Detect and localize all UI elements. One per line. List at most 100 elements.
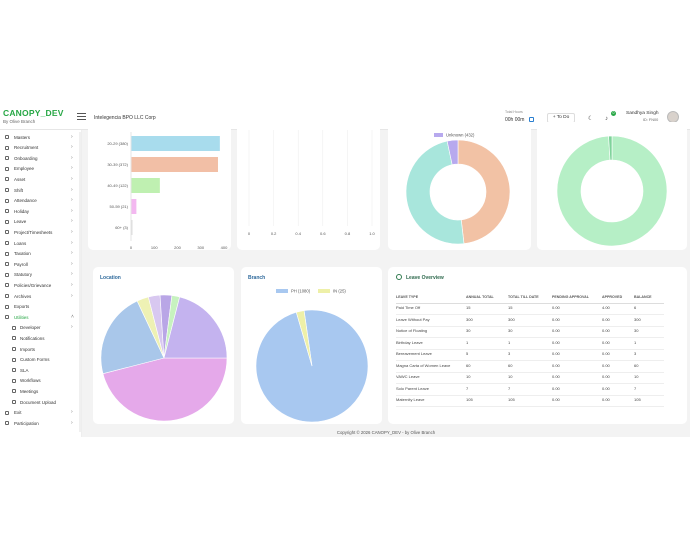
sidebar-item-archives[interactable]: Archives › <box>0 291 82 301</box>
sidebar-item-label: Custom Forms <box>20 357 50 363</box>
sidebar-item-loans[interactable]: Loans › <box>0 238 82 248</box>
upload-icon <box>12 400 16 404</box>
column-header[interactable]: BALANCE <box>634 292 664 304</box>
chevron-icon: › <box>71 218 73 225</box>
sidebar-item-shift[interactable]: Shift › <box>0 185 82 195</box>
branch-slice-1[interactable] <box>295 310 313 367</box>
sidebar: Masters › Recruitment › Onboarding › Employee ›… <box>0 130 82 437</box>
location-slice-6[interactable] <box>163 296 228 359</box>
leave-icon <box>396 274 402 280</box>
legend-label: Unknown (432) <box>446 133 475 138</box>
leave-table-header: LEAVE TYPE ANNUAL TOTAL TOTAL TILL DATE PEN… <box>396 292 664 304</box>
sidebar-item-leave[interactable]: Leave › <box>0 217 82 227</box>
sidebar-item-policies-grievance[interactable]: Policies/Grievance › <box>0 280 82 290</box>
column-header[interactable]: APPROVED <box>602 292 634 304</box>
calendar-icon[interactable] <box>529 117 534 122</box>
table-row: Maternity Leave 105 105 0.00 0.00 105 <box>396 395 664 407</box>
age-bar[interactable] <box>131 178 160 193</box>
gender-slice-1[interactable] <box>405 140 465 245</box>
sidebar-item-exit[interactable]: Exit › <box>0 408 82 418</box>
sidebar-item-label: Archives <box>14 293 32 299</box>
sidebar-item-custom-forms[interactable]: Custom Forms <box>0 355 82 365</box>
gender-slice-2[interactable] <box>446 139 459 165</box>
scale-icon <box>5 272 9 277</box>
chevron-icon: › <box>71 239 73 246</box>
x-tick-label: 100 <box>151 245 158 250</box>
sidebar-item-payroll[interactable]: Payroll › <box>0 259 82 269</box>
table-cell: Paid Time Off <box>396 303 466 315</box>
table-cell: 15 <box>508 303 552 315</box>
sidebar-item-holiday[interactable]: Holiday › <box>0 206 82 216</box>
sidebar-item-utilities[interactable]: Utilities ˄ <box>0 312 82 322</box>
chevron-icon: ˄ <box>71 313 74 320</box>
age-bar[interactable] <box>131 136 220 151</box>
sidebar-item-project-timesheets[interactable]: Project/Timesheets › <box>0 227 82 237</box>
table-cell: 10 <box>634 372 664 384</box>
leaf-icon <box>5 219 9 224</box>
sidebar-item-statutory[interactable]: Statutory › <box>0 270 82 280</box>
notification-badge: 0 <box>611 111 616 116</box>
age-bar[interactable] <box>131 220 133 235</box>
hourglass-icon <box>12 368 16 373</box>
gender-slice-0[interactable] <box>457 139 511 244</box>
chevron-icon: › <box>71 409 73 416</box>
sidebar-item-label: Developer <box>20 325 41 331</box>
age-bar[interactable] <box>131 157 218 172</box>
sidebar-item-meetings[interactable]: Meetings <box>0 386 82 396</box>
sidebar-item-attendance[interactable]: Attendance › <box>0 196 82 206</box>
sidebar-item-taxation[interactable]: Taxation › <box>0 249 82 259</box>
sidebar-item-developer[interactable]: Developer › <box>0 323 82 333</box>
sidebar-item-imports[interactable]: Imports <box>0 344 82 354</box>
table-row: Notice of Floating 30 30 0.00 0.00 30 <box>396 326 664 338</box>
column-header[interactable]: LEAVE TYPE <box>396 292 466 304</box>
sidebar-item-label: Loans <box>14 240 27 246</box>
location-slice-1[interactable] <box>100 300 165 375</box>
notification-bell-icon[interactable]: ♪ <box>605 116 608 122</box>
sidebar-item-document-upload[interactable]: Document Upload <box>0 397 82 407</box>
sidebar-item-participation[interactable]: Participation › <box>0 418 82 428</box>
theme-toggle-icon[interactable]: ☾ <box>588 116 594 122</box>
chevron-icon: › <box>71 250 73 257</box>
brand-logo[interactable]: CANOPY_DEV <box>3 108 64 118</box>
sidebar-item-asset[interactable]: Asset › <box>0 174 82 184</box>
sidebar-item-label: Participation <box>14 420 39 426</box>
sidebar-item-masters[interactable]: Masters › <box>0 132 82 142</box>
table-cell: 7 <box>466 383 508 396</box>
status-slice-1[interactable] <box>608 135 613 161</box>
brand-subtitle: By Olive Branch <box>3 119 36 124</box>
table-cell: 60 <box>466 360 508 373</box>
money-icon <box>5 241 9 245</box>
table-cell: 7 <box>634 383 664 396</box>
leave-table-body: Paid Time Off 15 15 0.00 4.00 6 Leave Without … <box>396 303 664 407</box>
column-header[interactable]: PENDING APPROVAL <box>552 292 602 304</box>
user-name[interactable]: Sandhya Singh <box>626 111 659 116</box>
table-cell: 0.00 <box>552 337 602 350</box>
status-slice-0[interactable] <box>556 135 668 247</box>
chevron-icon: › <box>71 260 73 267</box>
sidebar-item-label: Statutory <box>14 272 33 278</box>
sidebar-item-sla[interactable]: SLA <box>0 365 82 375</box>
empty-chart-card: 0 0.2 0.4 0.6 0.8 1.0 <box>237 122 380 250</box>
sidebar-item-exports[interactable]: Exports <box>0 302 82 312</box>
sidebar-scrollbar[interactable] <box>79 132 81 432</box>
sidebar-item-employee[interactable]: Employee › <box>0 164 82 174</box>
meeting-icon <box>12 389 16 394</box>
sidebar-item-label: Employee <box>14 166 35 172</box>
sidebar-item-workflows[interactable]: Workflows <box>0 376 82 386</box>
user-plus-icon <box>5 156 9 161</box>
column-header[interactable]: ANNUAL TOTAL <box>466 292 508 304</box>
sidebar-item-onboarding[interactable]: Onboarding › <box>0 153 82 163</box>
sidebar-item-label: Notifications <box>20 335 45 341</box>
table-cell: 300 <box>634 314 664 327</box>
age-bar[interactable] <box>131 199 137 214</box>
sidebar-item-notifications[interactable]: Notifications <box>0 333 82 343</box>
bell-icon <box>12 336 16 341</box>
hamburger-menu-icon[interactable] <box>77 113 86 120</box>
table-cell: Birthday Leave <box>396 337 466 350</box>
column-header[interactable]: TOTAL TILL DATE <box>508 292 552 304</box>
age-category-label: 40-49 (122) <box>107 183 128 188</box>
table-cell: 0.00 <box>602 360 634 373</box>
sidebar-item-recruitment[interactable]: Recruitment › <box>0 143 82 153</box>
table-cell: 300 <box>466 314 508 327</box>
location-slice-0[interactable] <box>102 357 228 422</box>
